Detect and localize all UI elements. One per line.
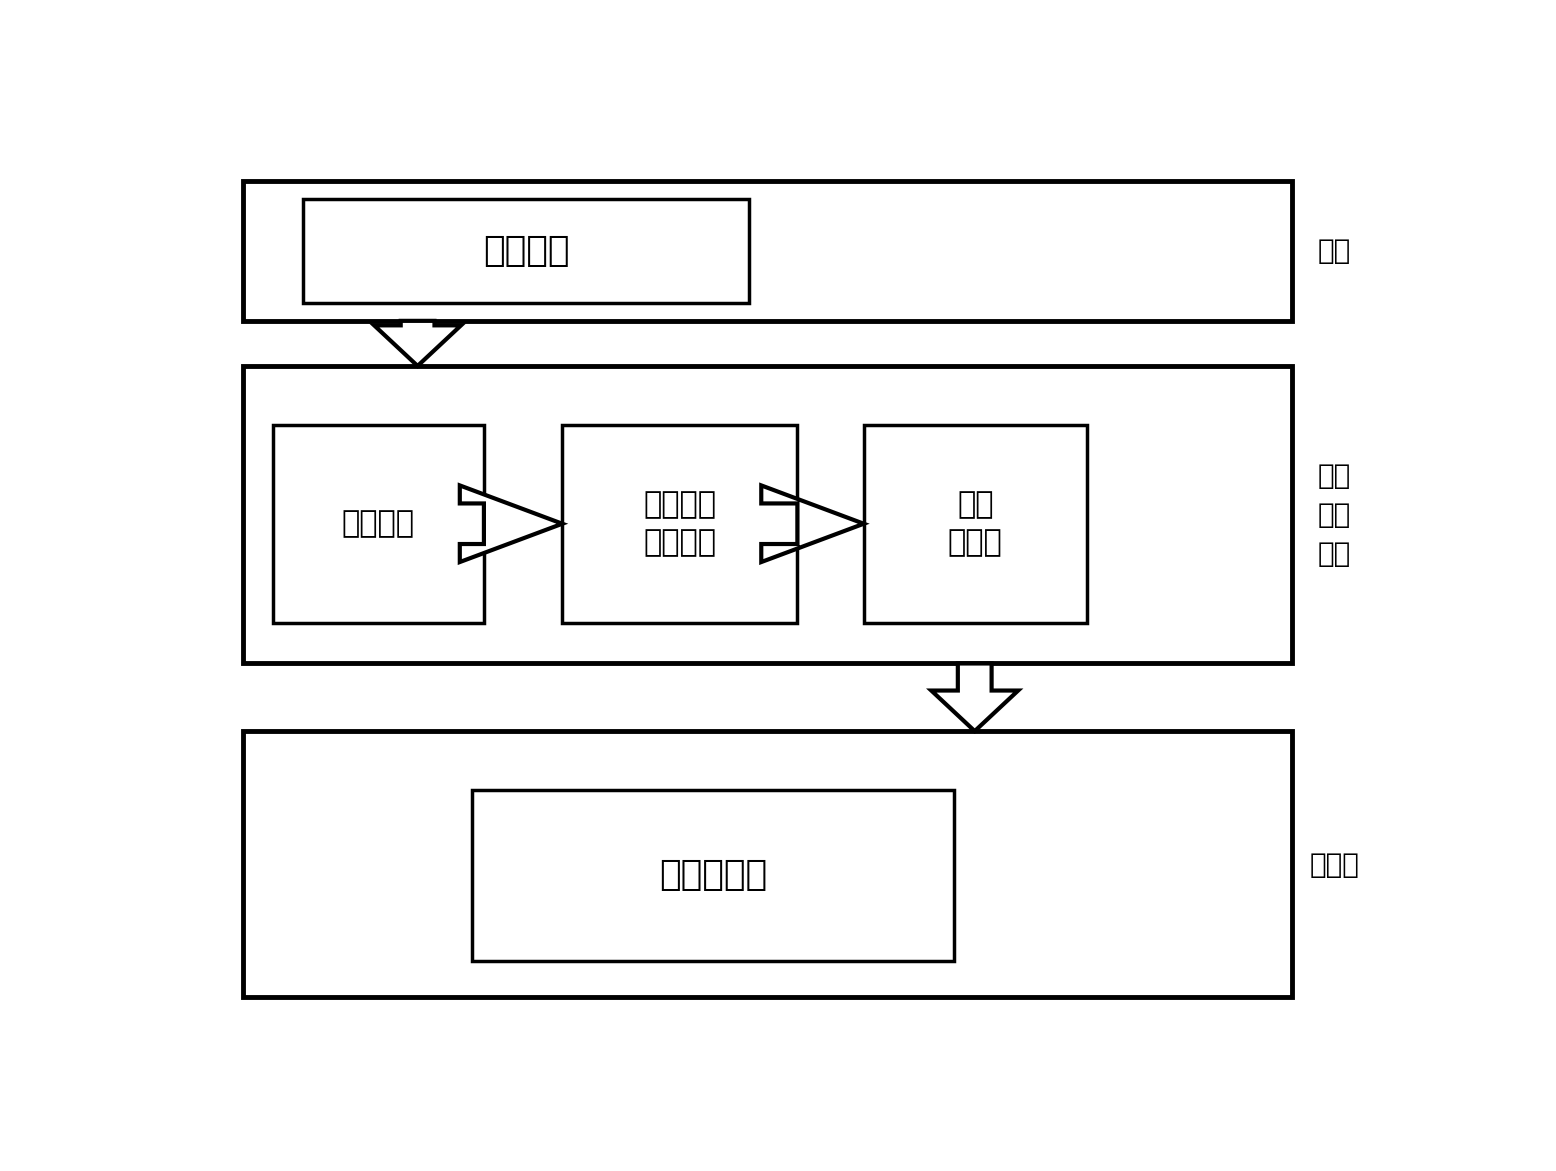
Polygon shape	[461, 486, 562, 562]
Bar	[272, 425, 484, 623]
Text: 数据: 数据	[1318, 238, 1351, 266]
Bar	[471, 789, 954, 961]
Text: 提取关键
数据片段: 提取关键 数据片段	[643, 491, 716, 557]
Text: 建立运动图: 建立运动图	[660, 858, 767, 892]
Bar	[864, 425, 1086, 623]
Text: 降维分析: 降维分析	[342, 509, 415, 539]
Polygon shape	[932, 664, 1018, 731]
Text: 算法
核心
程序: 算法 核心 程序	[1318, 461, 1351, 568]
Bar	[243, 731, 1291, 998]
Bar	[562, 425, 797, 623]
Bar	[243, 182, 1291, 321]
Polygon shape	[373, 321, 461, 365]
Bar	[243, 365, 1291, 664]
Polygon shape	[761, 486, 864, 562]
Text: 原始数据: 原始数据	[482, 234, 569, 268]
Text: 构建库: 构建库	[1309, 850, 1358, 878]
Text: 计算
过渡点: 计算 过渡点	[948, 491, 1002, 557]
Bar	[303, 199, 750, 303]
